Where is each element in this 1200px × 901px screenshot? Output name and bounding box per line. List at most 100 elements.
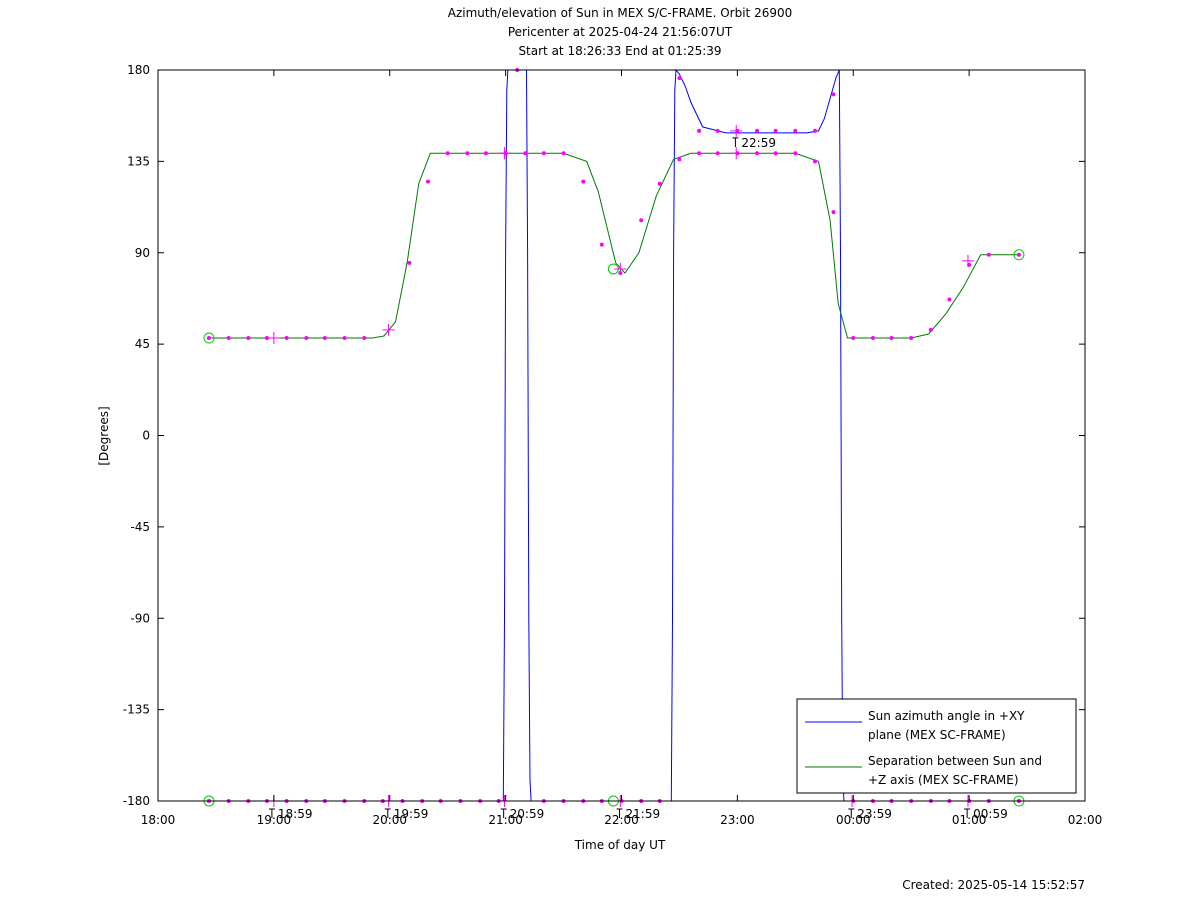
time-annotation-2: 20:59 <box>500 807 545 821</box>
separation-point-19 <box>599 242 604 247</box>
separation-point-39 <box>986 252 991 257</box>
separation-point-28 <box>773 151 778 156</box>
svg-text:00:59: 00:59 <box>973 807 1008 821</box>
time-annotation-5: 23:59 <box>848 807 892 821</box>
separation-point-21 <box>639 218 644 223</box>
svg-text:19:59: 19:59 <box>394 807 429 821</box>
y-tick-label-7: -135 <box>123 703 150 717</box>
title-line-2: Pericenter at 2025-04-24 21:56:07UT <box>508 25 733 39</box>
separation-point-23 <box>677 157 682 162</box>
legend-entry-separation: Separation between Sun and +Z axis (MEX S… <box>805 754 1042 787</box>
separation-point-25 <box>715 151 720 156</box>
title-line-1: Azimuth/elevation of Sun in MEX S/C-FRAM… <box>448 6 793 20</box>
separation-point-6 <box>322 336 327 341</box>
svg-text:plane (MEX SC-FRAME): plane (MEX SC-FRAME) <box>868 728 1006 742</box>
separation-point-31 <box>831 210 836 215</box>
separation-point-8 <box>362 336 367 341</box>
time-annotation-3: 21:59 <box>616 807 661 821</box>
svg-text:23:59: 23:59 <box>857 807 892 821</box>
y-tick-label-2: 90 <box>135 246 150 260</box>
start-end-circle-0 <box>203 332 215 344</box>
x-tick-label-2: 20:00 <box>372 813 407 827</box>
azimuth-point-25 <box>697 128 702 133</box>
svg-text:20:59: 20:59 <box>510 807 545 821</box>
separation-point-24 <box>697 151 702 156</box>
separation-point-16 <box>541 151 546 156</box>
separation-point-14 <box>503 151 508 156</box>
time-annotations: 18:59 19:59 20:59 21:59 22:59 23:59 00:59 <box>268 136 1008 821</box>
separation-point-15 <box>523 151 528 156</box>
time-annotation-0: 18:59 <box>268 807 313 821</box>
y-tick-label-3: 45 <box>135 337 150 351</box>
x-tick-label-0: 18:00 <box>141 813 176 827</box>
separation-point-1 <box>226 336 231 341</box>
axes: 18:00 19:00 20:00 21:00 22:00 23:00 00:00 01:00… <box>123 63 1103 827</box>
x-tick-label-1: 19:00 <box>257 813 292 827</box>
x-tick-label-3: 21:00 <box>488 813 523 827</box>
x-tick-label-6: 00:00 <box>836 813 871 827</box>
created-timestamp: Created: 2025-05-14 15:52:57 <box>902 878 1085 892</box>
separation-point-4 <box>284 336 289 341</box>
separation-point-12 <box>465 151 470 156</box>
time-annotation-4: 22:59 <box>732 136 776 150</box>
series-line-separation <box>209 152 1019 339</box>
azimuth-point-27 <box>735 128 740 133</box>
svg-text:Sun azimuth angle in +XY: Sun azimuth angle in +XY <box>868 709 1025 723</box>
separation-point-11 <box>445 151 450 156</box>
separation-point-34 <box>889 336 894 341</box>
legend-box <box>796 698 1077 794</box>
separation-point-38 <box>967 262 972 267</box>
azimuth-point-32 <box>831 92 836 97</box>
svg-text:Separation between Sun and: Separation between Sun and <box>868 754 1042 768</box>
x-tick-label-8: 02:00 <box>1068 813 1103 827</box>
separation-point-0 <box>206 336 211 341</box>
series-layer <box>209 68 1019 802</box>
azimuth-point-31 <box>813 128 818 133</box>
y-tick-label-6: -90 <box>130 611 150 625</box>
x-tick-label-5: 23:00 <box>720 813 755 827</box>
separation-point-27 <box>755 151 760 156</box>
time-annotation-1: 19:59 <box>384 807 429 821</box>
x-tick-label-4: 22:00 <box>604 813 639 827</box>
title-line-3: Start at 18:26:33 End at 01:25:39 <box>518 44 721 58</box>
y-tick-label-5: -45 <box>130 520 150 534</box>
y-tick-label-0: 180 <box>127 63 150 77</box>
x-axis-label: Time of day UT <box>574 838 666 852</box>
separation-point-18 <box>581 179 586 184</box>
svg-text:18:59: 18:59 <box>278 807 313 821</box>
separation-point-40 <box>1016 252 1021 257</box>
svg-text:21:59: 21:59 <box>626 807 661 821</box>
separation-point-37 <box>947 297 952 302</box>
x-tick-label-7: 01:00 <box>952 813 987 827</box>
azimuth-point-29 <box>773 128 778 133</box>
separation-point-3 <box>264 336 269 341</box>
legend-entry-azimuth: Sun azimuth angle in +XY plane (MEX SC-FR… <box>805 709 1025 742</box>
separation-point-7 <box>342 336 347 341</box>
separation-point-33 <box>870 336 875 341</box>
svg-text:22:59: 22:59 <box>741 136 776 150</box>
separation-point-5 <box>304 336 309 341</box>
start-end-circle-4 <box>1013 249 1025 261</box>
separation-point-17 <box>561 151 566 156</box>
separation-point-26 <box>735 151 740 156</box>
legend: Sun azimuth angle in +XY plane (MEX SC-FR… <box>796 698 1077 794</box>
y-tick-label-8: -180 <box>123 794 150 808</box>
svg-text:+Z axis (MEX SC-FRAME): +Z axis (MEX SC-FRAME) <box>868 773 1019 787</box>
hour-cross-0 <box>267 332 280 345</box>
azimuth-point-28 <box>755 128 760 133</box>
separation-point-10 <box>425 179 430 184</box>
separation-point-2 <box>246 336 251 341</box>
chart-title: Azimuth/elevation of Sun in MEX S/C-FRAM… <box>448 6 793 58</box>
separation-point-13 <box>483 151 488 156</box>
separation-point-36 <box>928 327 933 332</box>
separation-point-29 <box>793 151 798 156</box>
y-tick-label-4: 0 <box>142 429 150 443</box>
y-axis-label: [Degrees] <box>97 406 111 465</box>
azimuth-point-24 <box>677 76 682 81</box>
separation-point-35 <box>909 336 914 341</box>
separation-point-22 <box>657 181 662 186</box>
hour-cross-1 <box>382 323 395 336</box>
y-tick-label-1: 135 <box>127 154 150 168</box>
separation-point-20 <box>618 271 623 276</box>
